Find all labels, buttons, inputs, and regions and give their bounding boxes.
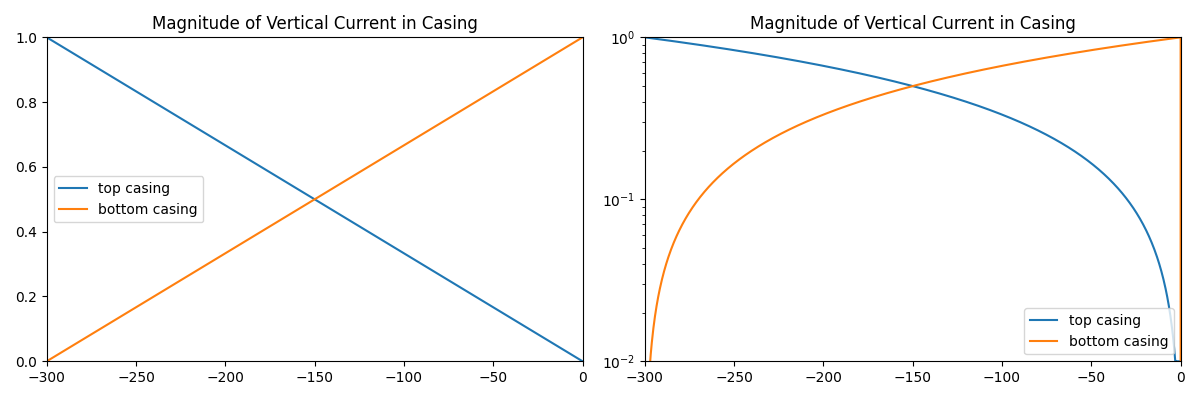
bottom casing	[671, 232, 685, 236]
Line: bottom casing: bottom casing	[644, 37, 1181, 400]
bottom casing	[1174, 359, 1188, 364]
Legend: top casing, bottom casing: top casing, bottom casing	[54, 176, 203, 222]
top casing	[276, 178, 290, 182]
top casing	[575, 359, 589, 364]
bottom casing	[276, 216, 290, 221]
top casing	[40, 35, 54, 40]
bottom casing	[1111, 44, 1126, 48]
bottom casing	[257, 228, 271, 233]
bottom casing	[40, 359, 54, 364]
Line: bottom casing: bottom casing	[47, 37, 582, 361]
top casing	[457, 288, 472, 292]
top casing	[257, 166, 271, 171]
top casing	[467, 293, 481, 298]
top casing	[1006, 116, 1020, 121]
bottom casing	[1147, 38, 1162, 43]
top casing	[692, 42, 707, 47]
top casing	[1066, 147, 1080, 152]
Line: top casing: top casing	[47, 37, 582, 361]
Legend: top casing, bottom casing: top casing, bottom casing	[1024, 308, 1174, 354]
bottom casing	[1056, 52, 1070, 57]
top casing	[854, 71, 869, 76]
top casing	[1169, 359, 1183, 364]
bottom casing	[408, 136, 422, 141]
bottom casing	[95, 326, 109, 331]
top casing	[874, 76, 888, 80]
top casing	[1174, 359, 1188, 364]
bottom casing	[575, 35, 589, 40]
bottom casing	[457, 106, 472, 111]
top casing	[408, 257, 422, 262]
Line: top casing: top casing	[644, 37, 1181, 361]
top casing	[95, 68, 109, 73]
bottom casing	[467, 100, 481, 105]
bottom casing	[1174, 35, 1188, 40]
Title: Magnitude of Vertical Current in Casing: Magnitude of Vertical Current in Casing	[750, 15, 1075, 33]
bottom casing	[746, 147, 761, 152]
bottom casing	[1075, 49, 1090, 54]
Title: Magnitude of Vertical Current in Casing: Magnitude of Vertical Current in Casing	[151, 15, 478, 33]
top casing	[1056, 141, 1070, 146]
top casing	[637, 35, 652, 40]
